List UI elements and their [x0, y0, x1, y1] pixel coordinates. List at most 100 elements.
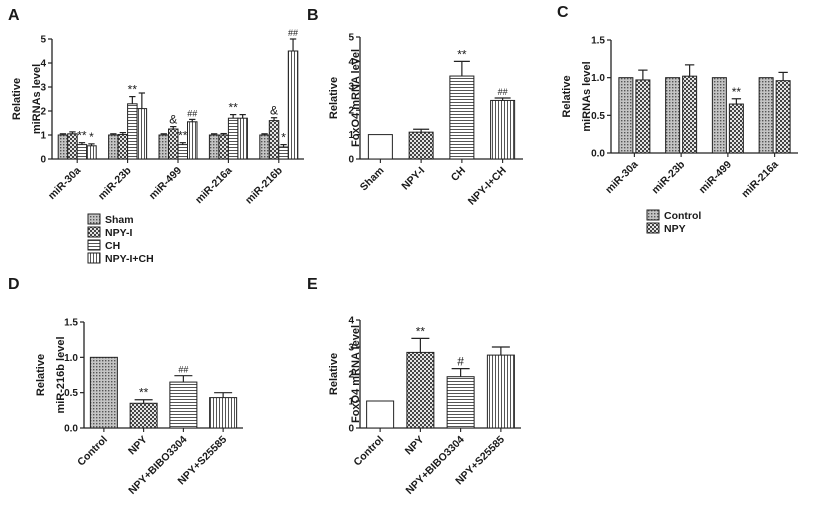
significance-mark: ## — [288, 28, 298, 38]
legend-swatch — [646, 222, 660, 234]
significance-mark: ** — [77, 129, 87, 143]
y-tick-label: 1 — [348, 130, 354, 141]
bar — [486, 354, 515, 429]
x-tick-label: miR-499 — [697, 159, 734, 196]
bar — [665, 77, 681, 154]
bar — [158, 134, 169, 160]
chart-panel-e: 0 1 2 3 4 Relative FoxO4 mRNA level E Control ** N… — [307, 276, 521, 497]
bar — [287, 50, 299, 160]
y-axis-label: miR-216b level — [55, 336, 67, 413]
bar — [635, 79, 651, 154]
chart-panel-c: 0.0 0.5 1.0 1.5 Relative miRNAs level CmiR-30a… — [557, 4, 798, 200]
y-tick-label: 0.5 — [64, 388, 78, 399]
bar — [57, 134, 69, 160]
significance-mark: # — [457, 355, 464, 369]
legend-label: NPY — [664, 223, 686, 235]
x-tick-label: miR-216a — [193, 165, 235, 207]
y-tick-label: 1.0 — [64, 353, 78, 364]
y-tick-label: 4 — [348, 316, 354, 327]
legend-label: Control — [664, 210, 701, 222]
bar — [446, 376, 475, 429]
bar — [259, 134, 270, 160]
y-axis-label: miRNAs level — [31, 64, 43, 134]
bar — [618, 77, 634, 154]
bar — [177, 144, 188, 160]
y-tick-label: 1.5 — [64, 318, 78, 329]
bar — [168, 128, 179, 160]
y-tick-label: 5 — [348, 33, 354, 44]
y-tick-label: 0 — [40, 155, 46, 166]
bar — [86, 145, 97, 160]
significance-mark: ** — [457, 47, 467, 61]
y-tick-label: 1.5 — [591, 36, 605, 47]
legend-swatch — [87, 252, 101, 264]
x-tick-label: NPY — [126, 434, 150, 458]
legend-label: CH — [105, 240, 120, 252]
bar — [127, 103, 138, 160]
bar — [218, 134, 229, 160]
legend-swatch — [87, 239, 101, 251]
panel-letter: C — [557, 4, 569, 21]
bar — [268, 120, 280, 160]
y-tick-label: 1 — [348, 397, 354, 408]
x-tick-label: miR-499 — [147, 165, 184, 202]
significance-mark: ** — [416, 324, 426, 338]
panel-letter: E — [307, 276, 318, 293]
y-tick-label: 0.5 — [591, 111, 605, 122]
y-axis-label: FoxO4 mRNA level — [350, 325, 362, 423]
legend-swatch — [646, 209, 660, 221]
y-axis-label: Relative — [328, 353, 340, 395]
y-axis-label: Relative — [328, 77, 340, 119]
bar — [187, 121, 198, 160]
legend-swatch — [87, 226, 101, 238]
significance-mark: ## — [187, 108, 197, 118]
bar — [208, 134, 220, 160]
chart-panel-d: 0.0 0.5 1.0 1.5 Relative miR-216b level D Contr… — [8, 276, 243, 497]
bar — [278, 146, 289, 160]
bar — [775, 80, 791, 154]
x-tick-label: Control — [75, 434, 110, 469]
bar — [76, 144, 88, 160]
x-tick-label: NPY-I — [399, 165, 427, 193]
significance-mark: ** — [139, 386, 149, 400]
panel-letter: B — [307, 7, 319, 24]
y-tick-label: 0.0 — [64, 424, 78, 435]
bar — [682, 75, 698, 154]
bar — [711, 77, 727, 154]
significance-mark: & — [270, 104, 278, 118]
significance-mark: ## — [498, 87, 508, 97]
bar — [406, 351, 435, 429]
y-tick-label: 1.0 — [591, 73, 605, 84]
significance-mark: ** — [732, 85, 742, 99]
x-tick-label: Control — [351, 434, 386, 469]
x-tick-label: CH — [449, 165, 468, 184]
bar — [367, 134, 393, 160]
x-tick-label: NPY — [403, 434, 427, 458]
legend-label: NPY-I — [105, 227, 133, 239]
significance-mark: ## — [178, 365, 188, 375]
y-tick-label: 2 — [348, 370, 354, 381]
bar — [117, 134, 129, 160]
y-tick-label: 0.0 — [591, 149, 605, 160]
bar — [408, 131, 434, 160]
chart-panel-b: 0 1 2 3 4 5 Relative FoxO4 mRNA level B Sham NPY-I… — [307, 7, 523, 208]
y-tick-label: 0 — [348, 155, 354, 166]
x-tick-label: miR-30a — [603, 159, 640, 196]
panel-letter: D — [8, 276, 20, 293]
y-tick-label: 1 — [40, 131, 46, 142]
bar — [758, 77, 774, 154]
y-tick-label: 2 — [40, 107, 46, 118]
y-axis-label: miRNAs level — [581, 61, 593, 131]
y-tick-label: 3 — [40, 83, 46, 94]
bar — [209, 397, 238, 429]
x-tick-label: miR-30a — [46, 165, 83, 202]
bar — [237, 117, 248, 160]
y-axis-label: Relative — [561, 75, 573, 117]
y-tick-label: 4 — [348, 57, 354, 68]
y-axis-label: Relative — [35, 354, 47, 396]
y-tick-label: 4 — [40, 59, 46, 70]
y-tick-label: 2 — [348, 106, 354, 117]
significance-mark: * — [89, 130, 94, 144]
